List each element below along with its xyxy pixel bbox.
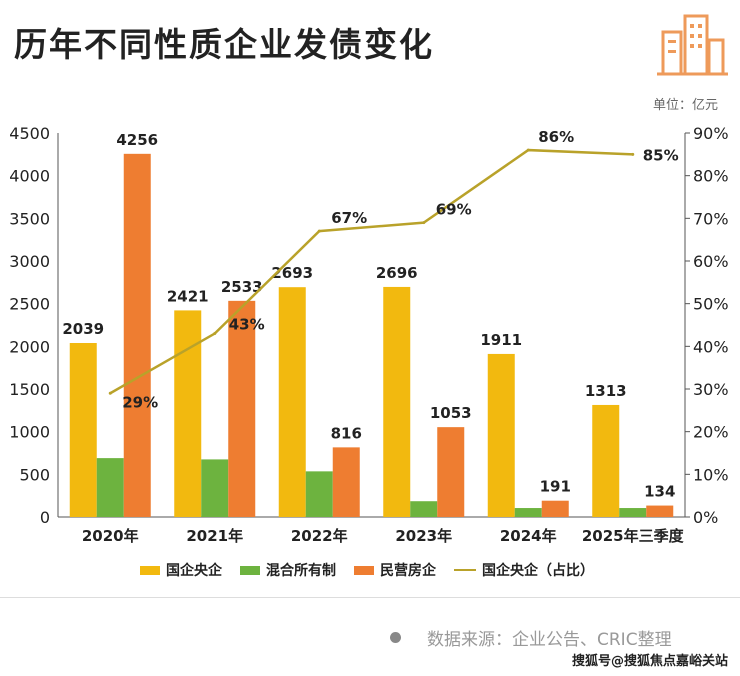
line-data-label: 43% (229, 316, 265, 334)
y-tick-label: 2500 (9, 295, 50, 314)
y-tick-label: 4500 (9, 124, 50, 143)
y-tick-label: 3000 (9, 252, 50, 271)
legend-item: 国企央企 (140, 560, 222, 580)
y-tick-label: 2000 (9, 337, 50, 356)
bar-3 (228, 300, 256, 517)
bar-data-label: 2533 (221, 278, 263, 296)
line-point (108, 391, 112, 395)
legend: 国企央企 混合所有制 民营房企 国企央企（占比） (140, 560, 594, 580)
bar-2 (410, 501, 438, 517)
legend-label: 国企央企（占比） (482, 563, 594, 579)
legend-line (454, 569, 476, 571)
y-right-tick-label: 0% (693, 508, 718, 527)
line-point (631, 152, 635, 156)
legend-item: 国企央企（占比） (454, 560, 594, 580)
line-data-label: 85% (643, 146, 679, 164)
unit-label: 单位：亿元 (652, 98, 718, 113)
chart-title: 历年不同性质企业发债变化 (14, 25, 434, 64)
y-tick-label: 3500 (9, 209, 50, 228)
legend-swatch (354, 565, 374, 575)
line-point (422, 221, 426, 225)
bar-data-label: 1313 (585, 382, 627, 400)
bar-3 (541, 500, 569, 517)
legend-label: 混合所有制 (266, 563, 336, 579)
legend-label: 民营房企 (380, 563, 436, 579)
x-tick-label: 2021年 (186, 527, 243, 545)
y-tick-label: 1000 (9, 423, 50, 442)
line-point (213, 332, 217, 336)
line-data-label: 86% (538, 128, 574, 146)
line-data-label: 29% (122, 393, 158, 411)
bar-3 (332, 447, 360, 517)
bar-2 (201, 459, 229, 517)
legend-swatch (140, 565, 160, 575)
y-right-tick-label: 70% (693, 209, 729, 228)
bar-1 (69, 343, 97, 517)
y-right-tick-label: 50% (693, 295, 729, 314)
bar-2 (305, 471, 333, 517)
y-tick-label: 4000 (9, 167, 50, 186)
bar-1 (278, 287, 306, 517)
bar-3 (646, 505, 674, 517)
bar-1 (383, 286, 411, 517)
x-tick-label: 2025年三季度 (582, 527, 685, 545)
bar-data-label: 1053 (430, 404, 472, 422)
bar-1 (487, 353, 515, 517)
bar-data-label: 134 (644, 483, 675, 501)
y-right-tick-label: 90% (693, 124, 729, 143)
legend-item: 混合所有制 (240, 560, 336, 580)
y-right-tick-label: 60% (693, 252, 729, 271)
bar-data-label: 4256 (116, 131, 158, 149)
y-tick-label: 1500 (9, 380, 50, 399)
bar-2 (619, 508, 647, 517)
divider (0, 597, 740, 598)
bar-data-label: 2696 (376, 264, 418, 282)
y-tick-label: 0 (40, 508, 50, 527)
bar-2 (514, 508, 542, 517)
x-tick-label: 2020年 (82, 527, 139, 545)
bar-data-label: 1911 (480, 331, 522, 349)
y-right-tick-label: 20% (693, 423, 729, 442)
x-tick-label: 2023年 (395, 527, 452, 545)
y-right-tick-label: 80% (693, 167, 729, 186)
x-tick-label: 2024年 (500, 527, 557, 545)
y-tick-label: 500 (19, 465, 50, 484)
share-line (109, 148, 633, 395)
y-right-tick-label: 30% (693, 380, 729, 399)
building-icon (655, 8, 730, 82)
bar-data-label: 2039 (62, 320, 104, 338)
bar-2 (96, 458, 124, 517)
x-tick-label: 2022年 (291, 527, 348, 545)
bar-3 (437, 427, 465, 517)
line-point (317, 229, 321, 233)
credit-text: 搜狐号@搜狐焦点嘉峪关站 (571, 654, 728, 669)
legend-swatch (240, 565, 260, 575)
bar-1 (174, 310, 202, 517)
bar-data-label: 2421 (167, 287, 209, 305)
source-note: 数据来源：企业公告、CRIC整理 (390, 625, 672, 650)
line-data-label: 67% (331, 209, 367, 227)
bar-3 (123, 153, 151, 517)
legend-label: 国企央企 (166, 563, 222, 579)
y-right-tick-label: 10% (693, 465, 729, 484)
legend-item: 民营房企 (354, 560, 436, 580)
bar-data-label: 816 (331, 424, 362, 442)
source-text: 数据来源：企业公告、CRIC整理 (427, 630, 672, 650)
bar-1 (592, 404, 620, 517)
line-data-label: 69% (436, 201, 472, 219)
bar-line-chart: 0 500 1000 1500 2000 2500 3000 3500 4000 4500 0% 10… (9, 124, 729, 545)
line-point (526, 148, 530, 152)
bar-data-label: 191 (540, 478, 571, 496)
bullet-dot (390, 632, 401, 643)
y-right-tick-label: 40% (693, 337, 729, 356)
